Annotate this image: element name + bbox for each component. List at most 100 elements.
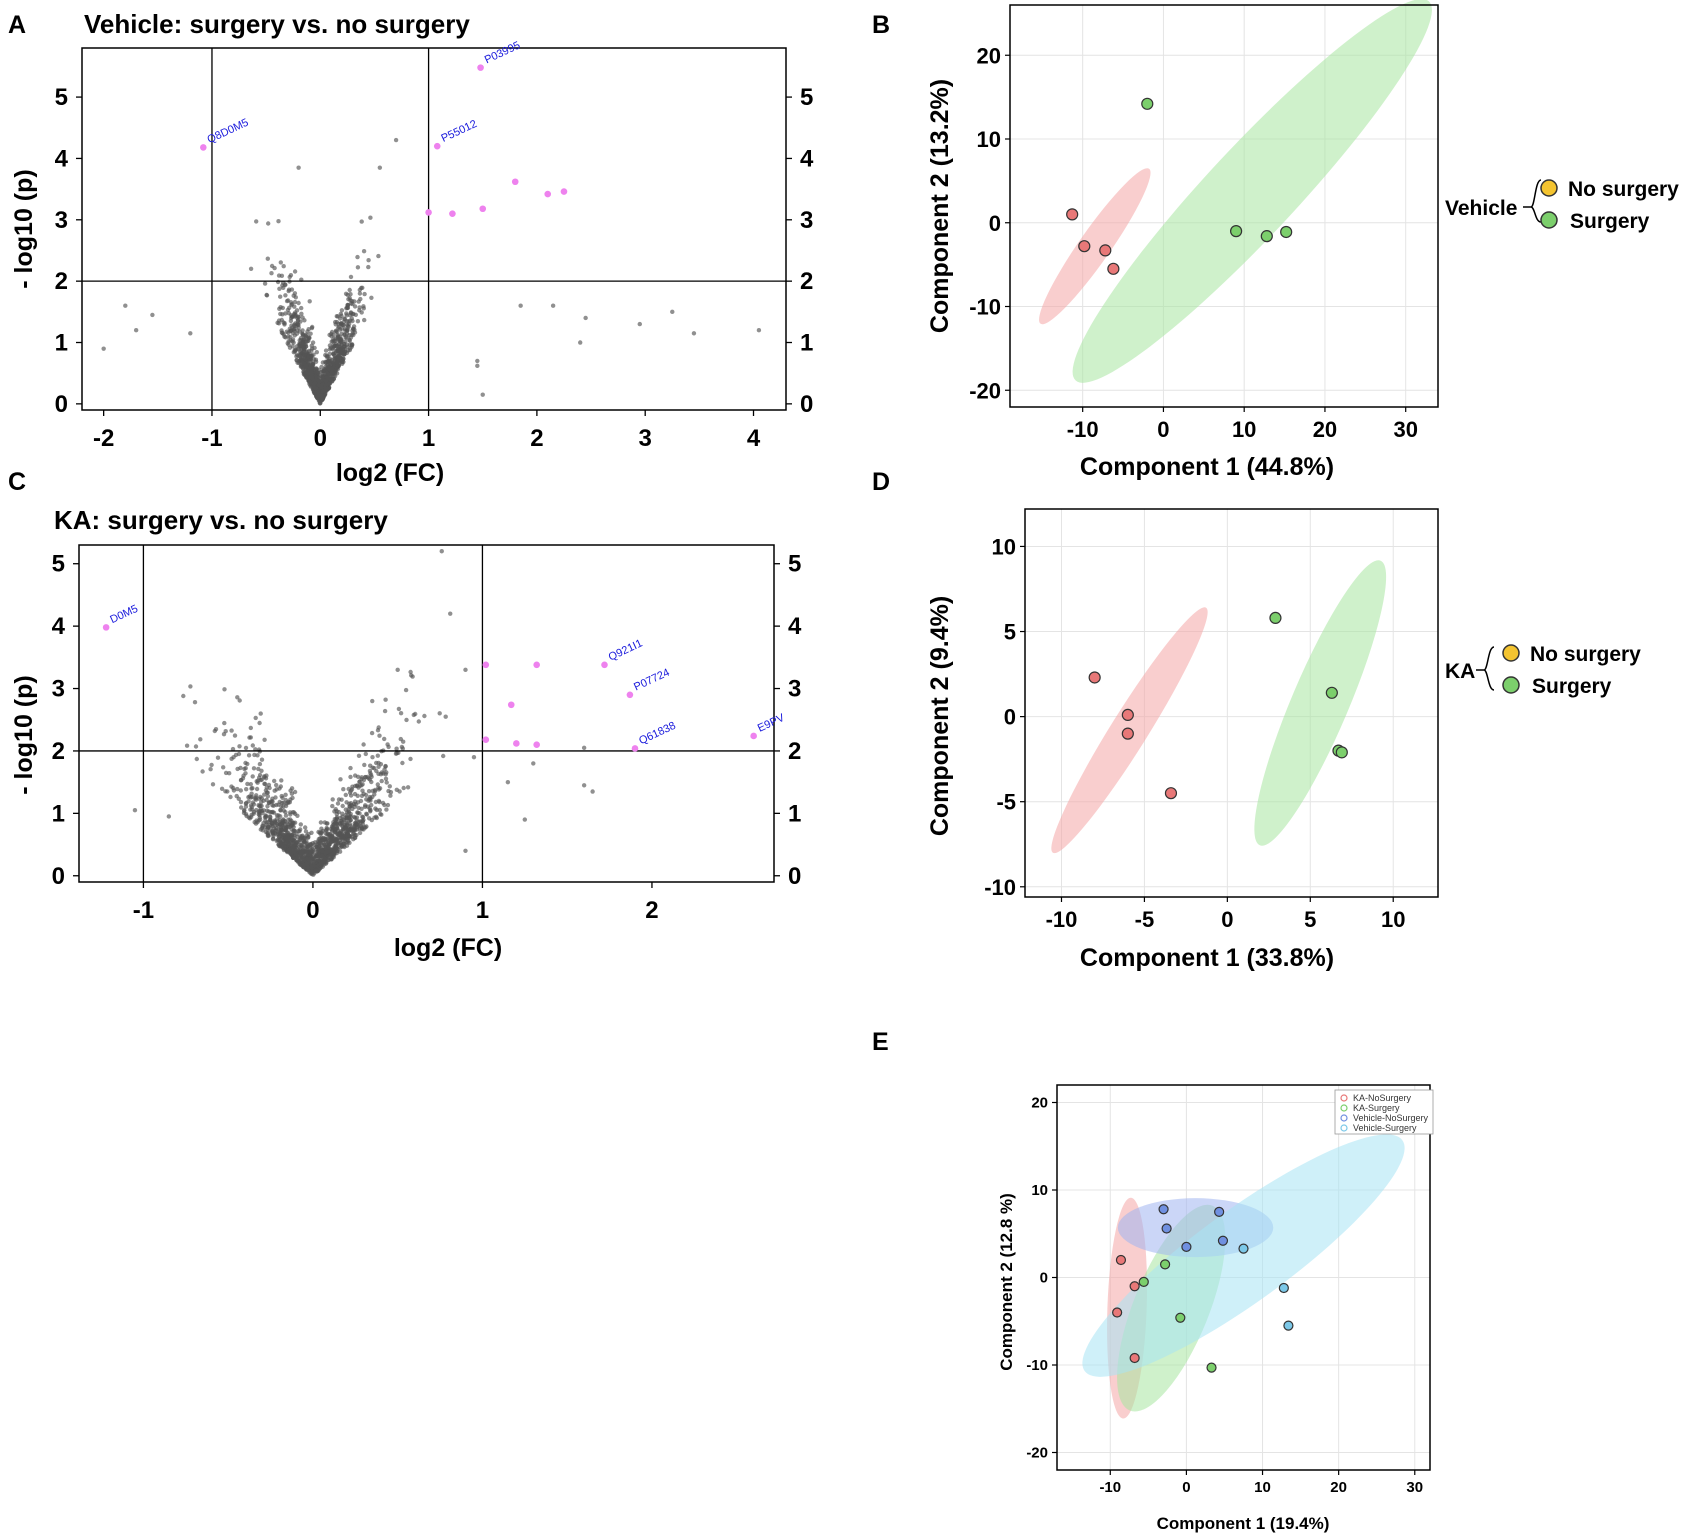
x-tick-label: -1 [201, 425, 222, 452]
protein-point [295, 328, 300, 333]
protein-point [276, 219, 281, 224]
protein-point [578, 340, 583, 345]
protein-point [262, 781, 268, 787]
protein-point [299, 842, 304, 847]
protein-point [222, 687, 227, 692]
protein-point [255, 753, 260, 758]
protein-point [303, 825, 308, 830]
x-tick-label: -10 [1046, 907, 1078, 932]
protein-point [292, 789, 298, 795]
protein-point [249, 791, 254, 796]
protein-point [345, 827, 350, 832]
sample-point-no-surgery [1164, 787, 1178, 800]
protein-point [281, 285, 286, 290]
protein-point [304, 852, 310, 857]
protein-point [347, 287, 352, 293]
sample-point-ka-surgery [1159, 1259, 1171, 1270]
protein-point [448, 611, 453, 616]
protein-point [383, 697, 388, 702]
protein-point [331, 855, 336, 860]
panel-letter-a: A [8, 11, 26, 39]
protein-point [286, 800, 291, 805]
protein-point [313, 366, 319, 371]
protein-point [339, 308, 345, 313]
protein-point [323, 856, 328, 862]
protein-point [308, 360, 314, 366]
protein-point [262, 774, 267, 779]
protein-point [348, 346, 353, 351]
protein-point [296, 322, 301, 328]
protein-point [123, 303, 128, 308]
protein-point [283, 293, 288, 298]
protein-point [357, 830, 363, 836]
protein-point [298, 852, 304, 857]
panel-letter-d: D [872, 468, 890, 496]
protein-point [244, 800, 249, 806]
protein-point [321, 837, 326, 842]
significant-points-c: D0M5 Q921I1 P07724 Q61838 E9PV [102, 603, 787, 752]
protein-point [276, 813, 281, 818]
x-tick-label: 2 [645, 897, 658, 924]
legend-brace-d [1476, 646, 1495, 691]
protein-point [236, 796, 241, 801]
volcano-plot-ka: KA: surgery vs. no surgery D0M5 Q921I1 P07… [10, 505, 802, 962]
protein-point [194, 756, 199, 762]
legend-marker-no-surgery-d [1502, 644, 1520, 662]
x-axis-label-d: Component 1 (33.8%) [1080, 944, 1334, 972]
pls-da-plot-ka: -10 -5 0 5 10 -10 -5 0 5 10 Component 1 (33.8%) C… [926, 508, 1641, 972]
protein-point [298, 356, 304, 361]
protein-point [265, 824, 271, 829]
sample-point-surgery [1335, 746, 1348, 759]
protein-point [369, 730, 375, 736]
protein-point [332, 817, 337, 822]
legend-label-ka-surgery: KA-Surgery [1353, 1103, 1400, 1113]
protein-point [332, 356, 337, 361]
protein-point [338, 777, 343, 782]
protein-point [370, 698, 375, 704]
nonsignificant-points-a [101, 137, 762, 406]
protein-point [385, 742, 390, 747]
protein-point [308, 331, 313, 336]
protein-point [313, 868, 318, 873]
sample-point-surgery [1260, 230, 1273, 243]
protein-point [287, 824, 293, 830]
protein-point [413, 711, 418, 717]
protein-point [289, 818, 294, 824]
protein-point [332, 338, 337, 344]
confidence-ellipse-vehicle-surgery [1082, 1134, 1405, 1377]
protein-point [352, 835, 358, 841]
y-tick-label: 1 [55, 330, 68, 357]
protein-point [260, 810, 265, 816]
protein-point [280, 795, 285, 800]
protein-point [339, 797, 344, 802]
y-tick-label: 5 [52, 551, 65, 578]
protein-point [377, 733, 382, 738]
protein-point [200, 769, 205, 774]
protein-point [382, 708, 388, 714]
protein-point [269, 823, 274, 828]
protein-point [230, 746, 236, 752]
legend-label-surgery-b: Surgery [1570, 210, 1650, 233]
legend-label-no-surgery-b: No surgery [1568, 178, 1679, 201]
protein-point [344, 800, 349, 805]
protein-point [376, 725, 381, 730]
protein-point [292, 322, 297, 327]
points-d [1088, 611, 1348, 800]
protein-point [283, 792, 288, 797]
protein-point [355, 827, 360, 832]
panel-letter-b: B [872, 11, 890, 39]
protein-point [362, 804, 368, 809]
protein-point [232, 733, 238, 738]
sample-point-surgery [1280, 225, 1293, 239]
protein-point [184, 743, 190, 748]
protein-point [359, 776, 364, 782]
protein-point [347, 790, 353, 795]
protein-point [333, 322, 338, 327]
protein-point [348, 823, 353, 829]
x-tick-label: 0 [1221, 907, 1233, 932]
protein-point [337, 316, 343, 321]
protein-point [269, 263, 275, 269]
protein-point [379, 770, 384, 775]
protein-point [360, 814, 365, 819]
